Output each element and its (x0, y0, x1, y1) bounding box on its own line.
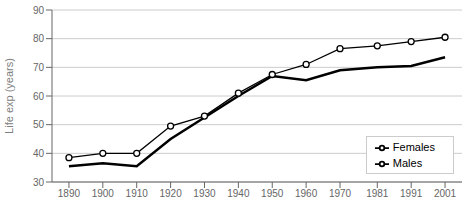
svg-text:1991: 1991 (400, 188, 423, 199)
svg-text:1930: 1930 (193, 188, 216, 199)
svg-text:Life exp (years): Life exp (years) (3, 58, 15, 134)
svg-text:40: 40 (33, 148, 45, 159)
svg-text:50: 50 (33, 119, 45, 130)
svg-text:90: 90 (33, 5, 45, 16)
svg-text:1900: 1900 (92, 188, 115, 199)
svg-text:30: 30 (33, 177, 45, 188)
svg-text:1950: 1950 (261, 188, 284, 199)
svg-text:2001: 2001 (434, 188, 457, 199)
svg-text:70: 70 (33, 62, 45, 73)
html-text:Females: Females (392, 140, 435, 153)
svg-text:1970: 1970 (329, 188, 352, 199)
svg-text:1920: 1920 (159, 188, 182, 199)
svg-text:60: 60 (33, 91, 45, 102)
svg-text:1981: 1981 (366, 188, 389, 199)
svg-text:1890: 1890 (58, 188, 81, 199)
svg-text:1910: 1910 (126, 188, 149, 199)
svg-text:1940: 1940 (227, 188, 250, 199)
svg-text:1960: 1960 (295, 188, 318, 199)
svg-text:80: 80 (33, 33, 45, 44)
html-text:Males: Males (392, 156, 423, 169)
